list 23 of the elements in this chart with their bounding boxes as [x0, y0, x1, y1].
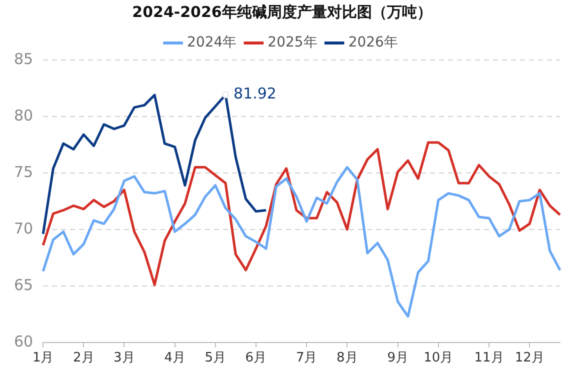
x-tick-label: 12月: [514, 350, 544, 366]
y-tick-label: 80: [14, 106, 34, 124]
x-tick-label: 8月: [336, 350, 358, 366]
legend-label: 2025年: [268, 34, 318, 51]
data-label: 81.92: [234, 84, 276, 103]
x-tick-label: 4月: [164, 350, 186, 366]
x-tick-label: 11月: [474, 350, 504, 366]
x-tick-label: 5月: [204, 350, 226, 366]
x-tick-label: 10月: [424, 350, 454, 366]
y-tick-label: 85: [14, 50, 34, 68]
x-tick-label: 1月: [32, 350, 54, 366]
x-tick-label: 7月: [296, 350, 318, 366]
y-tick-label: 65: [14, 276, 34, 294]
y-tick-label: 70: [14, 219, 34, 238]
x-tick-label: 6月: [245, 350, 267, 366]
x-tick-label: 3月: [114, 350, 135, 366]
x-tick-label: 2月: [72, 350, 94, 366]
chart-title: 2024-2026年纯碱周度产量对比图（万吨）: [132, 2, 432, 21]
y-tick-label: 60: [14, 332, 34, 350]
legend-label: 2024年: [187, 34, 237, 51]
y-tick-label: 75: [14, 162, 34, 181]
x-tick-label: 9月: [387, 350, 408, 366]
legend-label: 2026年: [348, 34, 398, 51]
